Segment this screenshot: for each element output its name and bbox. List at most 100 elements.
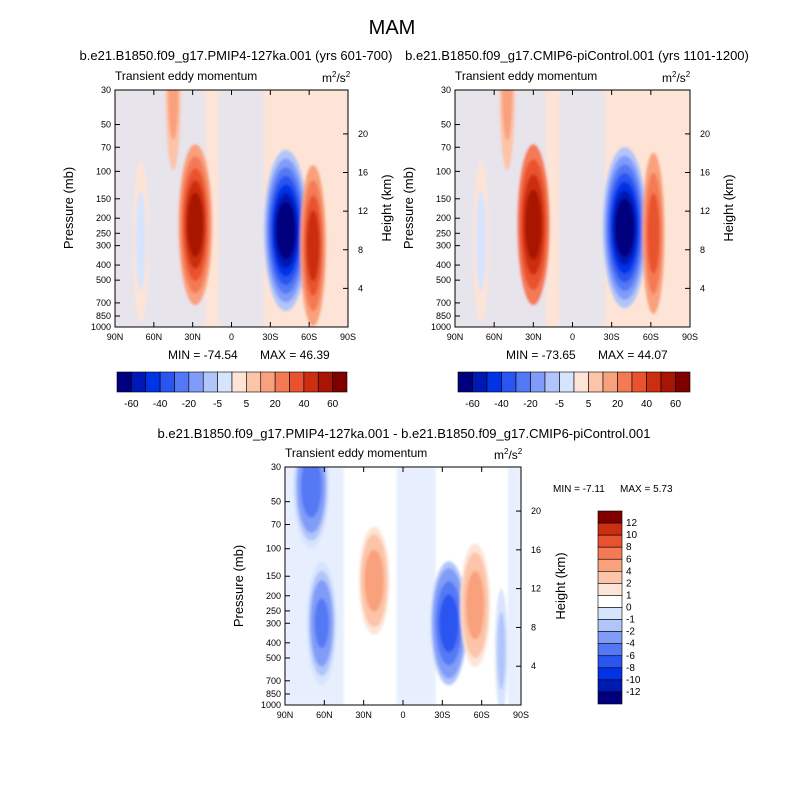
y-tick-label: 150 [436,194,451,204]
colorbar-swatch [174,371,190,393]
colorbar-swatch [530,371,546,393]
panel-3-units: m2/s2 [494,447,523,462]
contour-level [314,598,329,649]
height-tick-label: 8 [531,622,536,632]
y-tick-label: 500 [266,653,281,663]
y-tick-label: 30 [271,462,281,472]
y-tick-label: 850 [266,689,281,699]
y-tick-label: 250 [96,228,111,238]
panel-2-ylabel: Pressure (mb) [401,167,416,249]
x-tick-label: 30S [262,332,278,342]
y-tick-label: 300 [436,241,451,251]
colorbar-tick-label: -40 [153,399,168,410]
y-tick-label: 700 [96,298,111,308]
height-tick-label: 20 [531,506,541,516]
panel-1-plot: 90N 60N 30N 0 30S 60S 90S 30 50 70 100 150 200 250 300… [91,85,368,342]
x-tick-label: 0 [229,332,234,342]
height-tick-label: 8 [700,245,705,255]
y-tick-label: 400 [96,260,111,270]
colorbar-swatch [217,371,233,393]
y-tick-label: 150 [266,571,281,581]
colorbar-tick-label: 60 [670,399,682,410]
colorbar-swatch [457,371,473,393]
panel-1-title: b.e21.B1850.f09_g17.PMIP4-127ka.001 (yrs… [80,48,393,63]
y-tick-label: 500 [96,275,111,285]
colorbar-swatch [675,371,691,393]
height-tick-label: 12 [358,206,368,216]
colorbar-swatch [597,655,623,669]
y-tick-label: 200 [266,591,281,601]
contour-field [455,90,665,327]
colorbar-swatch [486,371,502,393]
colorbar-tick-label: 4 [626,566,632,577]
panel-2-plot: 90N 60N 30N 0 30S 60S 90S 30 50 70 100 150 200 250 300… [431,85,710,342]
y-tick-label: 30 [101,85,111,95]
colorbar-tick-label: 10 [626,530,638,541]
colorbar-tick-label: 6 [626,554,632,565]
contour-level [306,210,320,281]
x-tick-label: 90N [107,332,124,342]
height-tick-label: 20 [700,129,710,139]
y-tick-label: 100 [436,166,451,176]
colorbar-swatch [289,371,305,393]
contour-level [502,90,513,141]
colorbar-swatch [588,371,604,393]
x-tick-label: 90S [340,332,356,342]
colorbar-swatch [597,643,623,657]
y-tick-label: 1000 [91,322,111,332]
colorbar-swatch [274,371,290,393]
colorbar-tick-label: 12 [626,518,638,529]
panel-2-ylabel-right: Height (km) [721,174,736,241]
x-tick-label: 90N [447,332,464,342]
season-title: MAM [369,17,416,39]
y-tick-label: 500 [436,275,451,285]
y-tick-label: 400 [436,260,451,270]
y-tick-label: 100 [96,166,111,176]
height-tick-label: 4 [531,661,536,671]
height-tick-label: 8 [358,245,363,255]
colorbar-tick-label: 8 [626,542,632,553]
x-tick-label: 30N [355,710,372,720]
colorbar-swatch [116,371,132,393]
y-tick-label: 1000 [431,322,451,332]
contour-level [168,90,179,141]
height-tick-label: 4 [358,283,363,293]
y-tick-label: 850 [96,311,111,321]
x-tick-label: 30N [184,332,201,342]
contour-level [497,612,506,690]
contour-level [647,193,660,274]
colorbar-tick-label: -12 [626,687,641,698]
x-tick-label: 0 [400,710,405,720]
colorbar-tick-label: -5 [555,399,564,410]
colorbar-tick-label: -20 [182,399,197,410]
contour-level [614,198,635,257]
contour-level [525,189,542,260]
colorbar-tick-label: 20 [612,399,624,410]
panel-2-units: m2/s2 [662,70,691,85]
panel-3-ylabel: Pressure (mb) [231,545,246,627]
panel-1-ylabel: Pressure (mb) [61,167,76,249]
contour-field [285,467,521,705]
colorbar-tick-label: 2 [626,578,632,589]
colorbar-tick-label: -60 [465,399,480,410]
x-tick-label: 90S [682,332,698,342]
colorbar-tick-label: 0 [626,603,632,614]
colorbar-swatch [145,371,161,393]
colorbar-swatch [260,371,276,393]
panel-3-min-label: MIN = -7.11 [553,484,605,495]
colorbar-swatch [188,371,204,393]
colorbar-tick-label: 40 [298,399,310,410]
colorbar-tick-label: -10 [626,675,641,686]
panel-3-max-label: MAX = 5.73 [620,484,673,495]
colorbar-tick-label: 60 [327,399,339,410]
colorbar-1: -60 -40 -20 -5 5 20 40 60 [116,371,348,410]
colorbar-swatch [631,371,647,393]
colorbar-swatch [597,583,623,596]
colorbar-swatch [597,546,623,560]
x-tick-label: 90S [513,710,529,720]
y-tick-label: 700 [266,676,281,686]
colorbar-swatch [573,371,589,393]
colorbar-swatch [597,522,623,536]
y-tick-label: 70 [271,520,281,530]
panel-2-subtitle: Transient eddy momentum [455,69,597,83]
